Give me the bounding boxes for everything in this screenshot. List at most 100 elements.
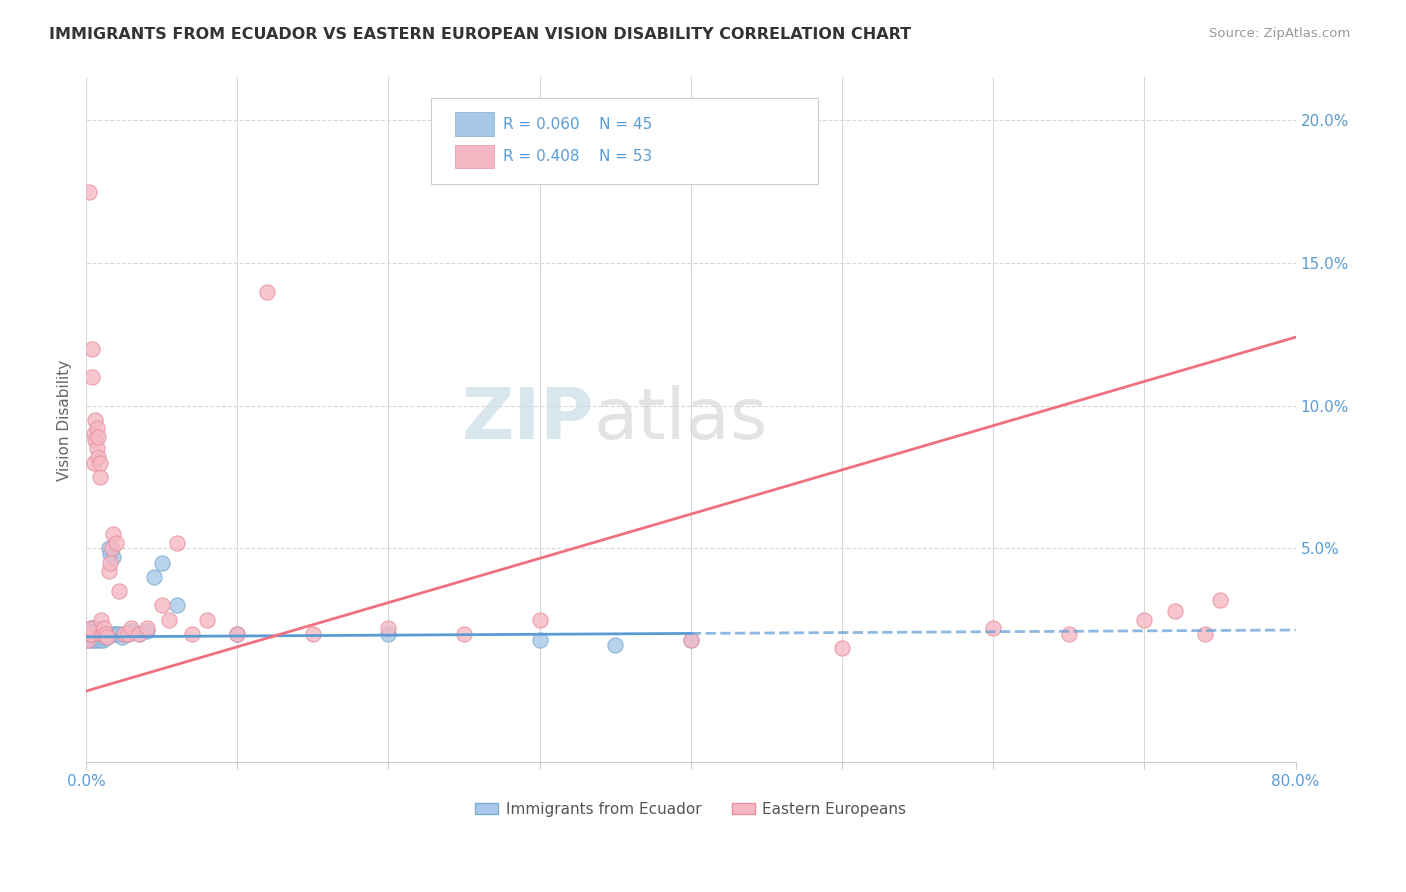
Point (89, 632, 111, 647)
Point (76, 632, 98, 647)
Point (166, 599, 188, 613)
Point (180, 627, 202, 641)
Point (79, 632, 101, 647)
Point (79, 627, 101, 641)
Point (77, 185, 100, 199)
Point (83, 621, 105, 635)
Point (94, 627, 117, 641)
Point (256, 285, 278, 299)
Point (605, 639, 627, 653)
Point (97, 541, 120, 556)
Text: R = 0.060    N = 45: R = 0.060 N = 45 (503, 117, 652, 131)
Point (91, 632, 114, 647)
Point (86, 421, 108, 435)
Point (679, 632, 702, 647)
Point (111, 630, 134, 644)
Point (100, 627, 122, 641)
Point (90, 627, 112, 641)
Point (83, 427, 105, 442)
Point (76, 632, 98, 647)
Point (1163, 604, 1185, 618)
Point (82, 624, 104, 639)
Point (87, 624, 110, 639)
Point (226, 627, 249, 641)
Text: Source: ZipAtlas.com: Source: ZipAtlas.com (1209, 27, 1350, 40)
Point (120, 624, 142, 639)
Point (98, 556, 121, 570)
Point (77, 627, 100, 641)
Point (87, 430, 110, 444)
Point (86, 632, 108, 647)
Point (96, 630, 118, 644)
Point (97, 564, 120, 578)
Text: ZIP: ZIP (461, 385, 595, 454)
Point (100, 541, 122, 556)
Point (112, 627, 135, 641)
Point (89, 627, 111, 641)
Point (91, 627, 114, 641)
Text: IMMIGRANTS FROM ECUADOR VS EASTERN EUROPEAN VISION DISABILITY CORRELATION CHART: IMMIGRANTS FROM ECUADOR VS EASTERN EUROP… (49, 27, 911, 42)
Point (529, 613, 551, 627)
FancyBboxPatch shape (456, 145, 494, 168)
Point (302, 627, 325, 641)
Point (157, 613, 180, 627)
Point (1133, 613, 1156, 627)
Point (77, 627, 100, 641)
FancyBboxPatch shape (430, 98, 818, 184)
Point (83, 632, 105, 647)
Point (135, 624, 157, 639)
Legend: Immigrants from Ecuador, Eastern Europeans: Immigrants from Ecuador, Eastern Europea… (470, 796, 912, 823)
Point (98, 547, 121, 561)
Point (128, 627, 150, 641)
Point (103, 549, 125, 564)
Point (90, 613, 112, 627)
Point (91, 627, 114, 641)
Point (82, 630, 104, 644)
Point (150, 556, 173, 570)
FancyBboxPatch shape (456, 112, 494, 136)
Point (84, 433, 107, 447)
Point (82, 342, 104, 356)
Point (82, 370, 104, 384)
Point (83, 456, 105, 470)
Point (79, 621, 101, 635)
Point (128, 627, 150, 641)
Point (117, 627, 139, 641)
Point (679, 632, 702, 647)
Point (90, 630, 112, 644)
Point (93, 621, 115, 635)
Point (377, 621, 399, 635)
Point (226, 627, 249, 641)
Point (1209, 592, 1232, 607)
Point (89, 456, 111, 470)
Point (981, 621, 1004, 635)
Text: atlas: atlas (595, 385, 769, 454)
Point (120, 621, 142, 635)
Point (90, 624, 112, 639)
Point (96, 630, 118, 644)
Point (79, 621, 101, 635)
Point (93, 630, 115, 644)
Point (83, 627, 105, 641)
Point (112, 627, 135, 641)
Point (195, 613, 218, 627)
Point (166, 535, 188, 549)
Point (108, 627, 131, 641)
Point (117, 627, 139, 641)
Point (86, 624, 108, 639)
Point (453, 627, 475, 641)
Point (143, 570, 166, 584)
Point (86, 442, 108, 456)
Point (104, 627, 127, 641)
Point (529, 632, 551, 647)
Point (108, 584, 131, 599)
Point (103, 527, 125, 541)
Point (377, 627, 399, 641)
Point (89, 470, 111, 484)
Point (84, 630, 107, 644)
Y-axis label: Vision Disability: Vision Disability (58, 359, 72, 481)
Point (84, 624, 107, 639)
Point (150, 599, 173, 613)
Point (94, 627, 117, 641)
Point (87, 450, 110, 464)
